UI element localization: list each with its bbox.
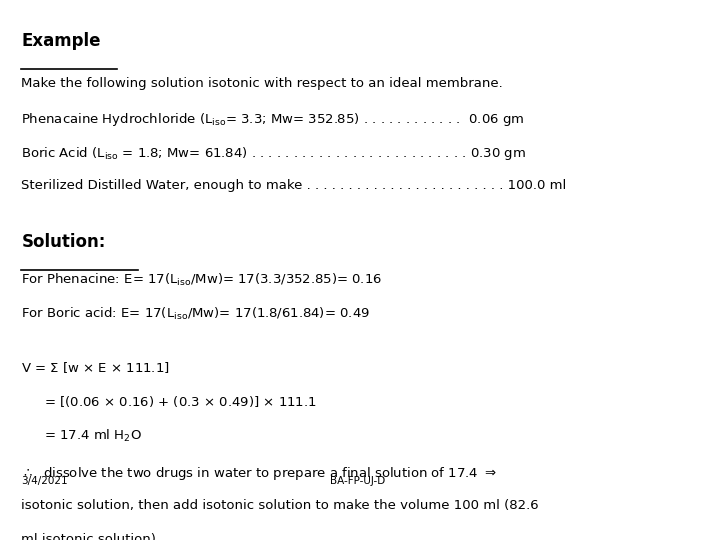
Text: BA-FP-UJ-D: BA-FP-UJ-D [330, 476, 386, 485]
Text: Boric Acid (L$_{\mathregular{iso}}$ = 1.8; Mw= 61.84) . . . . . . . . . . . . . : Boric Acid (L$_{\mathregular{iso}}$ = 1.… [22, 145, 526, 162]
Text: For Boric acid: E= 17(L$_{\mathregular{iso}}$/Mw)= 17(1.8/61.84)= 0.49: For Boric acid: E= 17(L$_{\mathregular{i… [22, 306, 371, 322]
Text: = 17.4 ml H$_{\mathregular{2}}$O: = 17.4 ml H$_{\mathregular{2}}$O [45, 428, 143, 444]
Text: 3/4/2021: 3/4/2021 [22, 476, 68, 485]
Text: For Phenacine: E= 17(L$_{\mathregular{iso}}$/Mw)= 17(3.3/352.85)= 0.16: For Phenacine: E= 17(L$_{\mathregular{is… [22, 272, 382, 288]
Text: ml isotonic solution).: ml isotonic solution). [22, 533, 161, 540]
Text: Phenacaine Hydrochloride (L$_{\mathregular{iso}}$= 3.3; Mw= 352.85) . . . . . . : Phenacaine Hydrochloride (L$_{\mathregul… [22, 111, 525, 128]
Text: Sterilized Distilled Water, enough to make . . . . . . . . . . . . . . . . . . .: Sterilized Distilled Water, enough to ma… [22, 179, 567, 192]
Text: V = $\Sigma$ [w $\times$ E $\times$ 111.1]: V = $\Sigma$ [w $\times$ E $\times$ 111.… [22, 360, 170, 375]
Text: = [(0.06 $\times$ 0.16) + (0.3 $\times$ 0.49)] $\times$ 111.1: = [(0.06 $\times$ 0.16) + (0.3 $\times$ … [45, 394, 317, 409]
Text: Make the following solution isotonic with respect to an ideal membrane.: Make the following solution isotonic wit… [22, 77, 503, 90]
Text: Solution:: Solution: [22, 233, 106, 251]
Text: Example: Example [22, 32, 101, 50]
Text: isotonic solution, then add isotonic solution to make the volume 100 ml (82.6: isotonic solution, then add isotonic sol… [22, 499, 539, 512]
Text: $\therefore$  dissolve the two drugs in water to prepare a final solution of 17.: $\therefore$ dissolve the two drugs in w… [22, 465, 497, 482]
